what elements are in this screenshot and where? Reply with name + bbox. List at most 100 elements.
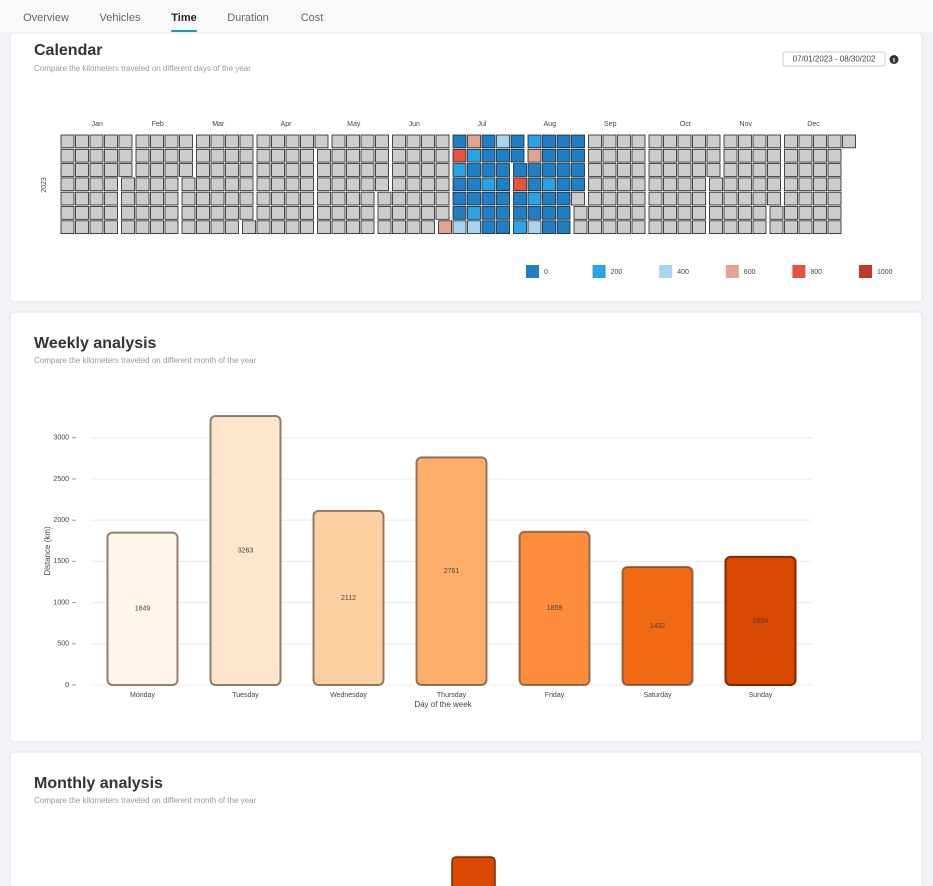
day-cell-empty	[573, 220, 588, 235]
day-cell-empty	[723, 134, 738, 149]
day-cell-empty	[89, 206, 104, 220]
day-cell-empty	[798, 134, 813, 149]
day-cell-empty	[210, 206, 225, 220]
day-cell-empty	[406, 206, 421, 220]
day-cell-empty	[706, 163, 721, 177]
tab[interactable]: Duration	[227, 12, 269, 24]
day-cell-empty	[375, 163, 389, 177]
day-cell	[496, 163, 510, 177]
day-cell-empty	[692, 134, 706, 149]
bar	[106, 531, 179, 687]
day-cell-empty	[377, 191, 392, 206]
day-cell-empty	[118, 148, 133, 163]
day-cell	[571, 177, 585, 192]
day-cell-empty	[60, 220, 75, 235]
day-cell-empty	[331, 177, 346, 192]
weekly-title: Weekly analysis	[34, 335, 157, 352]
day-cell-empty	[406, 163, 421, 177]
day-cell-empty	[104, 220, 118, 235]
day-cell-empty	[663, 163, 677, 177]
day-cell-empty	[677, 191, 692, 206]
tab[interactable]: Cost	[301, 12, 324, 24]
day-cell-empty	[60, 177, 75, 192]
monthly-bar-partial	[451, 856, 496, 886]
day-cell	[556, 177, 571, 192]
day-cell-empty	[421, 148, 435, 163]
day-cell	[527, 220, 542, 235]
day-cell-empty	[617, 134, 631, 149]
day-cell-empty	[271, 191, 285, 206]
day-cell	[542, 177, 556, 192]
active-tab-underline	[171, 30, 197, 32]
day-cell-empty	[179, 163, 193, 177]
bar-value-label: 1859	[547, 605, 563, 612]
day-cell-empty	[631, 148, 646, 163]
day-cell-empty	[435, 163, 450, 177]
tab[interactable]: Overview	[23, 12, 69, 24]
day-cell-empty	[648, 220, 663, 235]
day-cell	[542, 220, 556, 235]
bar-value-label: 1849	[135, 606, 151, 613]
day-cell-empty	[121, 220, 135, 235]
day-cell	[467, 134, 481, 149]
day-cell-empty	[752, 163, 767, 177]
day-cell-empty	[60, 206, 75, 220]
day-cell-empty	[827, 163, 842, 177]
day-cell-empty	[300, 134, 314, 149]
y-axis-label: Distance (km)	[43, 526, 52, 576]
x-tick-label: Sunday	[749, 692, 773, 699]
day-cell-empty	[767, 148, 781, 163]
day-cell-empty	[210, 163, 225, 177]
day-cell-empty	[392, 177, 406, 192]
day-cell-empty	[271, 148, 285, 163]
day-cell-empty	[60, 134, 75, 149]
day-cell	[496, 177, 510, 192]
day-cell-empty	[406, 148, 421, 163]
day-cell-empty	[392, 206, 406, 220]
bar-value-label: 2761	[444, 568, 460, 575]
day-cell-empty	[435, 134, 450, 149]
day-cell-empty	[164, 134, 179, 149]
tab[interactable]: Time	[171, 12, 196, 24]
date-range-box[interactable]	[782, 51, 886, 67]
month-label: Feb	[152, 121, 164, 128]
day-cell-empty	[648, 148, 663, 163]
day-cell-empty	[692, 177, 706, 192]
day-cell-empty	[571, 191, 585, 206]
day-cell	[527, 206, 542, 220]
day-cell-empty	[285, 220, 300, 235]
day-cell-empty	[752, 206, 767, 220]
day-cell	[496, 220, 510, 235]
tab[interactable]: Vehicles	[100, 12, 141, 24]
day-cell-empty	[663, 191, 677, 206]
day-cell-empty	[210, 148, 225, 163]
day-cell-empty	[692, 220, 706, 235]
legend-label: 1000	[877, 269, 893, 276]
day-cell-empty	[421, 177, 435, 192]
day-cell-empty	[767, 191, 781, 206]
day-cell-empty	[210, 134, 225, 149]
day-cell-empty	[181, 177, 196, 192]
day-cell-empty	[104, 177, 118, 192]
day-cell-empty	[392, 134, 406, 149]
day-cell-empty	[631, 206, 646, 220]
day-cell-empty	[239, 177, 254, 192]
day-cell-empty	[164, 177, 179, 192]
day-cell-empty	[271, 220, 285, 235]
day-cell	[496, 191, 510, 206]
day-cell-empty	[706, 134, 721, 149]
y-tick-label: 0	[65, 682, 69, 689]
day-cell-empty	[346, 206, 360, 220]
day-cell-empty	[813, 177, 827, 192]
date-range[interactable]: 07/01/2023 - 08/30/202	[793, 55, 876, 64]
day-cell-empty	[602, 177, 617, 192]
legend-swatch	[792, 265, 806, 278]
day-cell-empty	[164, 206, 179, 220]
day-cell-empty	[813, 191, 827, 206]
day-cell	[556, 134, 571, 149]
day-cell	[556, 163, 571, 177]
day-cell-empty	[602, 206, 617, 220]
y-tick-label: 3000	[53, 435, 69, 442]
day-cell-empty	[677, 134, 692, 149]
